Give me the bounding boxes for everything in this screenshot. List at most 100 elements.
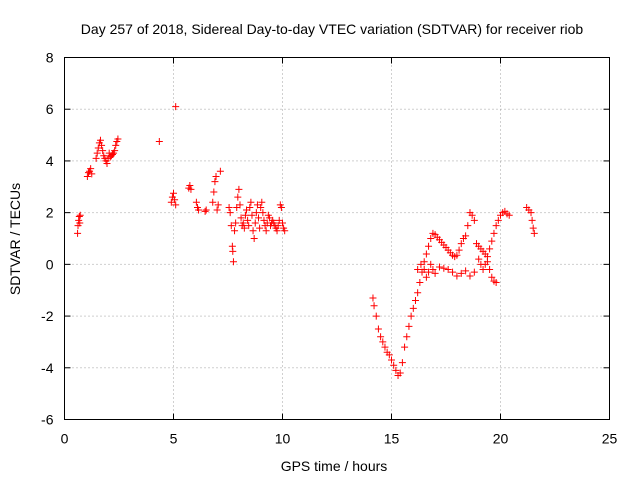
x-tick-label: 0 [61, 431, 69, 447]
data-point [530, 229, 538, 237]
data-point [470, 268, 478, 276]
x-tick-label: 25 [602, 431, 618, 447]
data-point [527, 209, 535, 217]
y-tick-label: 8 [46, 50, 54, 66]
data-point [236, 201, 244, 209]
data-point [114, 135, 122, 143]
data-point [211, 178, 219, 186]
grid-layer [64, 57, 610, 420]
x-tick-label: 10 [275, 431, 291, 447]
data-point [201, 207, 209, 215]
data-point [429, 266, 437, 274]
y-axis-label: SDTVAR / TECUs [7, 183, 23, 295]
data-point [379, 338, 387, 346]
data-point [92, 154, 100, 162]
x-tick-label: 15 [384, 431, 400, 447]
data-point [422, 250, 430, 258]
data-point [528, 216, 536, 224]
data-point [96, 136, 104, 144]
data-point [93, 149, 101, 157]
data-point [273, 227, 281, 235]
plot-frame [64, 57, 610, 420]
data-point [281, 227, 289, 235]
data-point [111, 147, 119, 155]
data-point [444, 266, 452, 274]
data-point [74, 229, 82, 237]
data-point [453, 251, 461, 259]
data-point [462, 232, 470, 240]
data-point [262, 227, 270, 235]
data-point [385, 351, 393, 359]
data-point [241, 211, 249, 219]
data-point [209, 198, 217, 206]
data-point [407, 312, 415, 320]
data-point [492, 222, 500, 230]
data-point [390, 361, 398, 369]
data-point [486, 245, 494, 253]
data-point [225, 203, 233, 211]
data-point [187, 185, 195, 193]
data-point [409, 304, 417, 312]
data-point [75, 213, 83, 221]
data-point [231, 227, 239, 235]
data-point [488, 273, 496, 281]
x-tick-label: 5 [170, 431, 178, 447]
data-point [76, 219, 84, 227]
data-point [403, 333, 411, 341]
y-tick-label: -4 [41, 360, 54, 376]
data-point [229, 247, 237, 255]
data-point [240, 224, 248, 232]
data-point [98, 141, 106, 149]
data-point [475, 255, 483, 263]
data-point [250, 235, 258, 242]
data-point [440, 264, 448, 272]
data-point [431, 269, 439, 277]
data-point [192, 198, 200, 206]
data-point [252, 209, 260, 217]
data-point [372, 312, 380, 320]
data-point [256, 224, 264, 232]
data-point [251, 219, 259, 227]
data-point [210, 188, 218, 196]
chart-title: Day 257 of 2018, Sidereal Day-to-day VTE… [81, 21, 584, 37]
data-point [370, 302, 378, 310]
data-point [494, 216, 502, 224]
data-point [235, 185, 243, 193]
data-point [216, 167, 224, 175]
data-point [401, 343, 409, 351]
data-point [248, 211, 256, 219]
axis-ticks: 0 5 10 15 20 25 -6 -4 -2 0 2 4 6 8 [41, 50, 617, 447]
data-point [490, 229, 498, 237]
data-points [74, 103, 538, 380]
data-point [425, 242, 433, 250]
data-point [88, 170, 96, 178]
data-point [466, 272, 474, 280]
data-point [468, 211, 476, 219]
data-point [195, 206, 203, 214]
y-tick-label: 4 [46, 153, 54, 169]
data-point [392, 366, 400, 374]
data-point [277, 203, 285, 211]
data-point [462, 267, 470, 275]
data-point [381, 343, 389, 351]
data-point [155, 138, 163, 146]
data-point [414, 289, 422, 297]
y-tick-label: 0 [46, 256, 54, 272]
data-point [414, 266, 422, 274]
data-point [99, 147, 107, 155]
data-point [455, 246, 463, 254]
data-point [486, 266, 494, 274]
data-point [213, 206, 221, 214]
data-point [396, 369, 404, 377]
data-point [239, 219, 247, 227]
data-point [87, 165, 95, 173]
data-point [234, 193, 242, 201]
data-point [172, 201, 180, 209]
data-point [405, 322, 413, 330]
data-point [479, 266, 487, 274]
x-tick-label: 20 [493, 431, 509, 447]
data-point [83, 172, 91, 180]
data-point [422, 273, 430, 281]
data-point [427, 235, 435, 242]
data-point [425, 268, 433, 276]
